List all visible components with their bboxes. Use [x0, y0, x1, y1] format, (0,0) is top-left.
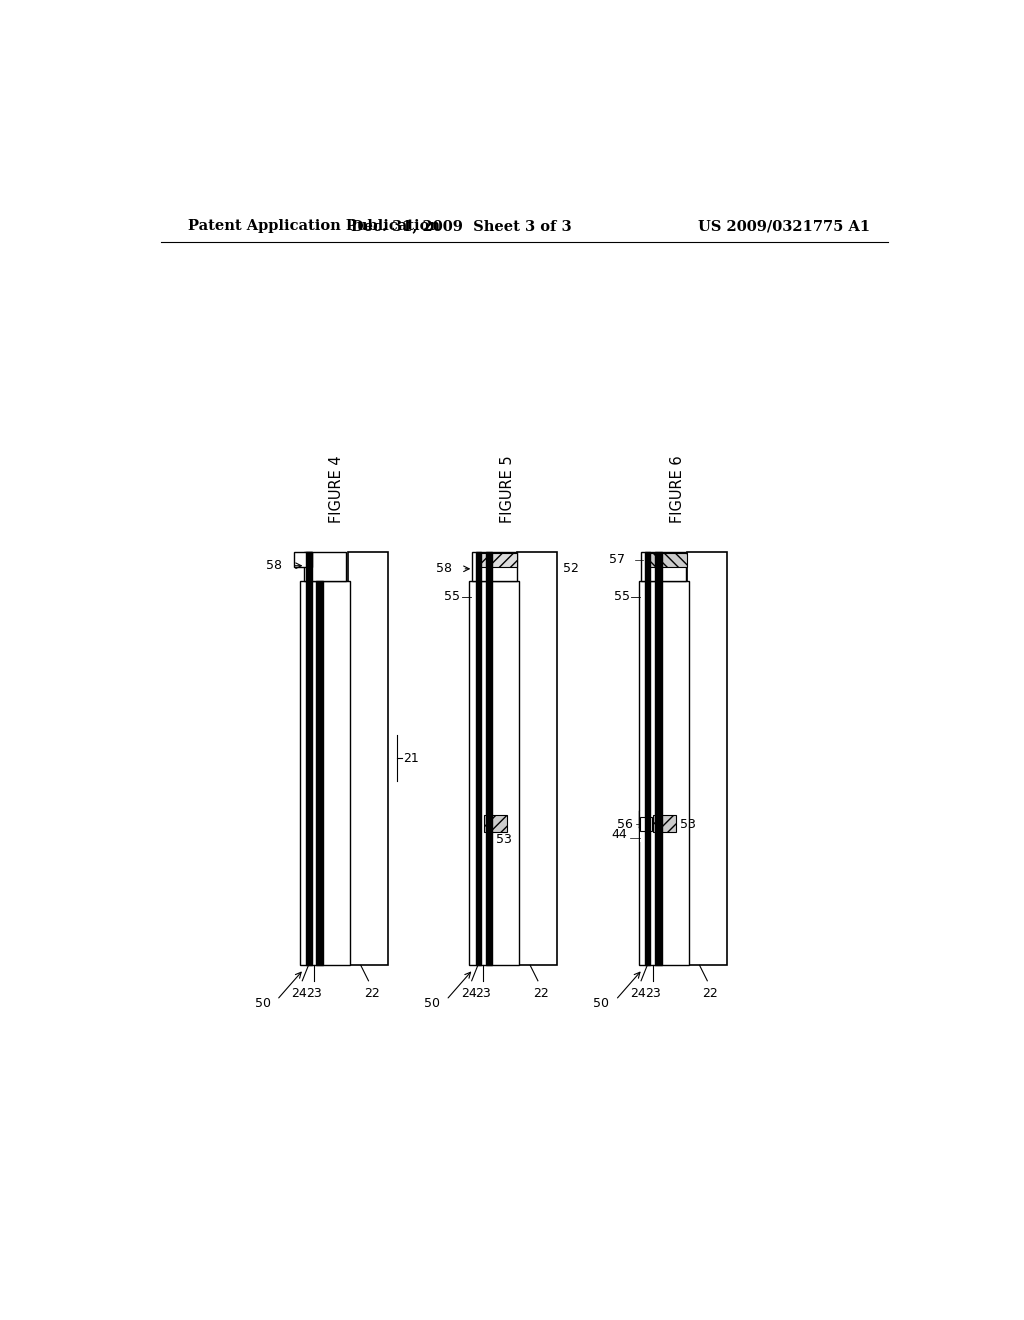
Text: 22: 22 [364, 987, 380, 1001]
Text: 55: 55 [444, 590, 460, 603]
Text: 57: 57 [609, 553, 625, 566]
Text: 24: 24 [630, 987, 646, 1001]
Text: 53: 53 [680, 818, 696, 832]
Bar [641, 552, 686, 581]
Bar [686, 552, 727, 965]
Text: FIGURE 6: FIGURE 6 [670, 455, 685, 523]
Bar [653, 816, 677, 832]
Text: US 2009/0321775 A1: US 2009/0321775 A1 [697, 219, 869, 234]
Text: 50: 50 [424, 998, 440, 1010]
Bar [304, 552, 346, 581]
Bar [640, 812, 650, 842]
Bar [639, 581, 689, 965]
Text: FIGURE 5: FIGURE 5 [501, 455, 515, 523]
Bar [648, 553, 686, 568]
Text: 22: 22 [534, 987, 549, 1001]
Text: 21: 21 [403, 751, 419, 764]
Text: 53: 53 [496, 833, 511, 846]
Text: 22: 22 [702, 987, 718, 1001]
Bar [640, 817, 652, 830]
Text: 56: 56 [617, 818, 634, 832]
Bar [348, 552, 388, 965]
Text: 23: 23 [306, 987, 322, 1001]
Text: 55: 55 [613, 590, 630, 603]
Text: 52: 52 [563, 562, 580, 576]
Bar [472, 552, 517, 581]
Text: 23: 23 [645, 987, 660, 1001]
Text: 23: 23 [475, 987, 492, 1001]
Bar [300, 581, 350, 965]
Bar [294, 552, 311, 568]
Text: Patent Application Publication: Patent Application Publication [188, 219, 440, 234]
Text: Dec. 31, 2009  Sheet 3 of 3: Dec. 31, 2009 Sheet 3 of 3 [351, 219, 572, 234]
Text: FIGURE 4: FIGURE 4 [330, 455, 344, 523]
Text: 50: 50 [594, 998, 609, 1010]
Bar [478, 553, 517, 568]
Text: 58: 58 [266, 560, 283, 573]
Bar [484, 816, 507, 832]
Bar [517, 552, 557, 965]
Text: 44: 44 [611, 828, 628, 841]
Bar [469, 581, 519, 965]
Text: 24: 24 [291, 987, 307, 1001]
Text: 24: 24 [461, 987, 476, 1001]
Text: 50: 50 [255, 998, 270, 1010]
Text: 58: 58 [436, 562, 453, 576]
